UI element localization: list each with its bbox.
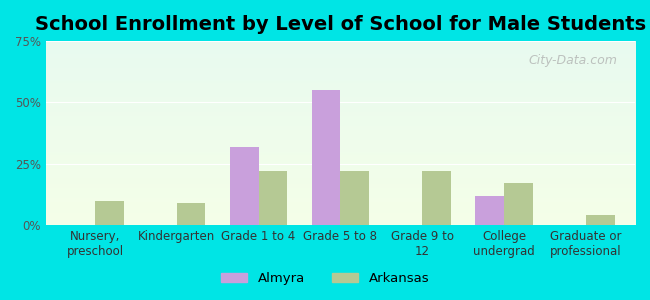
- Title: School Enrollment by Level of School for Male Students: School Enrollment by Level of School for…: [35, 15, 646, 34]
- Legend: Almyra, Arkansas: Almyra, Arkansas: [216, 267, 434, 290]
- Bar: [422, 171, 451, 225]
- Bar: [312, 90, 341, 225]
- Bar: [586, 215, 614, 225]
- Bar: [95, 201, 124, 225]
- Bar: [341, 171, 369, 225]
- Bar: [230, 147, 259, 225]
- Bar: [177, 203, 205, 225]
- Text: City-Data.com: City-Data.com: [528, 54, 618, 67]
- Bar: [475, 196, 504, 225]
- Bar: [504, 183, 533, 225]
- Bar: [259, 171, 287, 225]
